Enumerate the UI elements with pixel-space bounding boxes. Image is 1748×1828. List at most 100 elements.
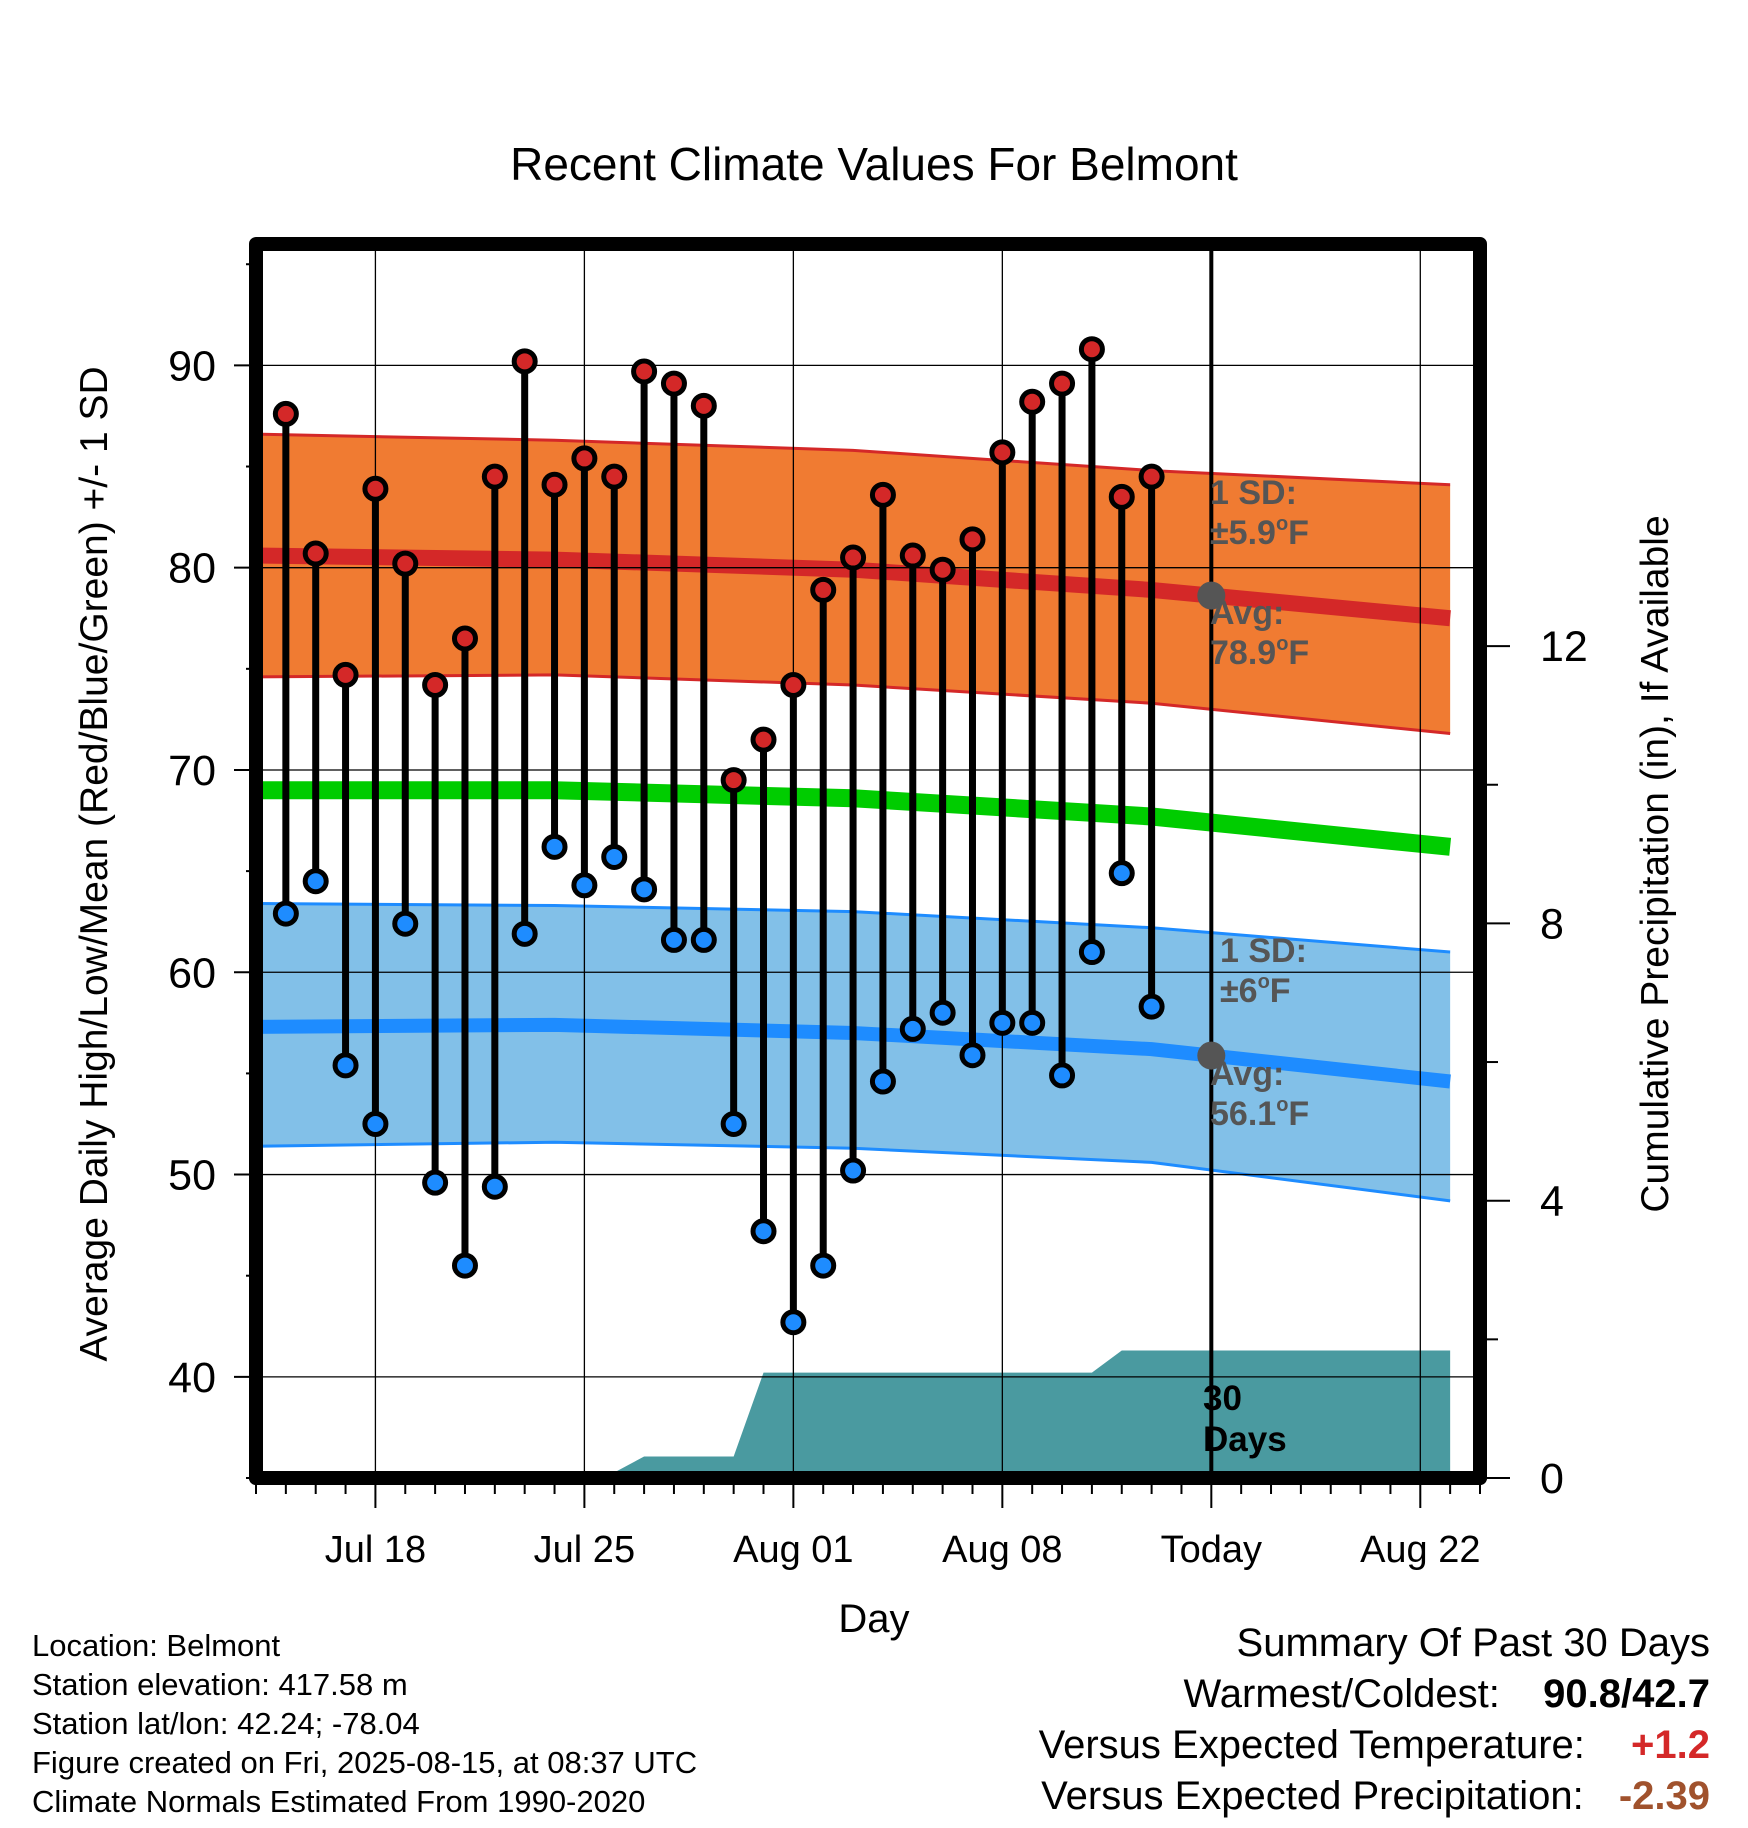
coldest-value: 42.7 bbox=[1632, 1672, 1710, 1716]
daily-low-point bbox=[660, 926, 687, 953]
daily-high-point bbox=[929, 556, 956, 583]
high-sd-annotation: 1 SD: ±5.9oF bbox=[1210, 474, 1309, 552]
temp-anomaly-row: Versus Expected Temperature: +1.2 bbox=[1039, 1720, 1710, 1771]
station-info: Location: Belmont Station elevation: 417… bbox=[32, 1626, 697, 1821]
normals-text: Climate Normals Estimated From 1990-2020 bbox=[32, 1784, 646, 1819]
daily-high-point bbox=[511, 348, 538, 375]
daily-high-point bbox=[869, 481, 896, 508]
daily-low-point bbox=[780, 1309, 807, 1336]
daily-low-point bbox=[750, 1218, 777, 1245]
high-avg-annotation-value: 78.9 bbox=[1210, 634, 1276, 672]
today-low-avg-dot bbox=[1197, 1041, 1226, 1070]
y-axis-label-left: Average Daily High/Low/Mean (Red/Blue/Gr… bbox=[73, 366, 116, 1361]
daily-high-point bbox=[899, 542, 926, 569]
daily-low-point bbox=[511, 920, 538, 947]
high-avg-annotation-unit: F bbox=[1288, 634, 1309, 672]
high-sd-annotation-value: ±5.9 bbox=[1210, 514, 1276, 552]
daily-low-point bbox=[302, 868, 329, 895]
chart-title: Recent Climate Values For Belmont bbox=[510, 138, 1238, 190]
high-avg-annotation-line2: 78.9oF bbox=[1210, 633, 1309, 672]
x-tick-label: Jul 18 bbox=[325, 1529, 426, 1571]
high-avg-annotation: Avg: 78.9oF bbox=[1210, 594, 1309, 672]
daily-low-point bbox=[541, 833, 568, 860]
daily-low-point bbox=[1078, 939, 1105, 966]
daily-low-point bbox=[1108, 860, 1135, 887]
low-avg-annotation: Avg: 56.1oF bbox=[1210, 1055, 1309, 1133]
low-avg-annotation-degree: o bbox=[1276, 1094, 1288, 1116]
x-tick-label: Jul 25 bbox=[534, 1529, 635, 1571]
days-annotation: 30 Days bbox=[1203, 1379, 1287, 1459]
daily-low-point bbox=[840, 1157, 867, 1184]
warm-cold-label: Warmest/Coldest: bbox=[1183, 1672, 1500, 1716]
low-sd-annotation-line2: ±6oF bbox=[1220, 971, 1291, 1010]
high-sd-annotation-line1: 1 SD: bbox=[1210, 474, 1297, 512]
x-tick-label: Aug 01 bbox=[733, 1529, 853, 1571]
daily-high-point bbox=[451, 625, 478, 652]
warmest-value: 90.8 bbox=[1543, 1672, 1622, 1716]
daily-high-point bbox=[272, 400, 299, 427]
location-text: Location: Belmont bbox=[32, 1628, 281, 1663]
daily-high-point bbox=[810, 576, 837, 603]
temp-anomaly-value: +1.2 bbox=[1631, 1723, 1710, 1767]
daily-low-point bbox=[1019, 1009, 1046, 1036]
daily-low-point bbox=[631, 876, 658, 903]
x-tick-label: Aug 08 bbox=[942, 1529, 1062, 1571]
daily-high-point bbox=[571, 445, 598, 472]
y-tick-label: 40 bbox=[168, 1354, 216, 1402]
daily-low-point bbox=[422, 1169, 449, 1196]
x-tick-label: Aug 22 bbox=[1360, 1529, 1480, 1571]
daily-high-point bbox=[780, 672, 807, 699]
daily-high-point bbox=[750, 726, 777, 753]
daily-low-point bbox=[362, 1110, 389, 1137]
daily-low-point bbox=[1049, 1062, 1076, 1089]
y2-tick-label: 4 bbox=[1540, 1178, 1564, 1226]
x-tick-label: Today bbox=[1161, 1529, 1262, 1571]
y-tick-label: 80 bbox=[168, 545, 216, 593]
low-avg-annotation-line1: Avg: bbox=[1210, 1055, 1284, 1093]
high-sd-annotation-unit: F bbox=[1288, 514, 1309, 552]
daily-high-point bbox=[631, 358, 658, 385]
daily-high-point bbox=[959, 526, 986, 553]
daily-high-point bbox=[481, 463, 508, 490]
low-avg-annotation-unit: F bbox=[1288, 1095, 1309, 1133]
y2-tick-label: 0 bbox=[1540, 1455, 1564, 1503]
precip-anomaly-row: Versus Expected Precipitation: -2.39 bbox=[1039, 1771, 1710, 1822]
today-high-avg-dot bbox=[1197, 581, 1226, 610]
temp-anomaly-label: Versus Expected Temperature: bbox=[1038, 1723, 1585, 1767]
daily-high-point bbox=[660, 370, 687, 397]
low-sd-annotation-degree: o bbox=[1258, 971, 1270, 993]
high-avg-annotation-line1: Avg: bbox=[1210, 594, 1284, 632]
daily-low-point bbox=[720, 1110, 747, 1137]
daily-high-point bbox=[601, 463, 628, 490]
daily-high-point bbox=[690, 392, 717, 419]
daily-low-point bbox=[392, 910, 419, 937]
daily-low-point bbox=[451, 1252, 478, 1279]
daily-low-point bbox=[810, 1252, 837, 1279]
daily-low-point bbox=[869, 1068, 896, 1095]
warm-cold-row: Warmest/Coldest: 90.8/42.7 bbox=[1039, 1669, 1711, 1720]
daily-low-point bbox=[899, 1015, 926, 1042]
y2-tick-label: 8 bbox=[1540, 900, 1564, 948]
warm-cold-value: 90.8/42.7 bbox=[1535, 1669, 1710, 1720]
high-sd-annotation-degree: o bbox=[1276, 513, 1288, 535]
daily-low-point bbox=[959, 1042, 986, 1069]
y-axis-label-right: Cumulative Precipitation (in), If Availa… bbox=[1634, 515, 1677, 1212]
daily-high-point bbox=[392, 550, 419, 577]
y-tick-label: 60 bbox=[168, 949, 216, 997]
daily-high-point bbox=[302, 540, 329, 567]
daily-low-point bbox=[332, 1052, 359, 1079]
daily-high-point bbox=[1049, 370, 1076, 397]
daily-high-point bbox=[989, 439, 1016, 466]
low-sd-annotation-value: ±6 bbox=[1220, 972, 1258, 1010]
high-sd-annotation-line2: ±5.9oF bbox=[1210, 513, 1309, 552]
elevation-text: Station elevation: 417.58 m bbox=[32, 1667, 408, 1702]
low-sd-annotation-unit: F bbox=[1270, 972, 1291, 1010]
daily-high-point bbox=[720, 767, 747, 794]
daily-low-point bbox=[601, 843, 628, 870]
daily-high-point bbox=[422, 672, 449, 699]
plot-frame-top bbox=[249, 237, 1487, 1485]
value-separator: / bbox=[1621, 1672, 1633, 1716]
daily-low-point bbox=[1138, 993, 1165, 1020]
